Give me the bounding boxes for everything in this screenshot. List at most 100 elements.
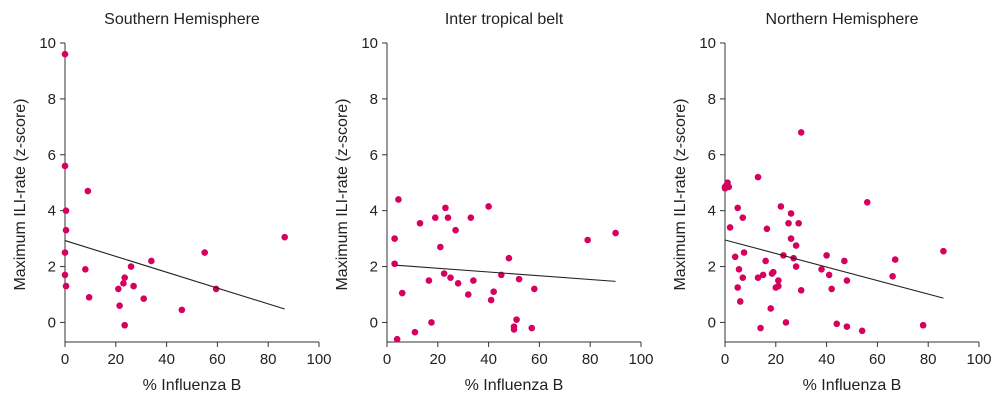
- data-point: [130, 282, 137, 290]
- chart-title: Northern Hemisphere: [766, 11, 919, 28]
- x-axis-label: % Influenza B: [465, 377, 564, 394]
- y-tick-label: 10: [39, 35, 56, 52]
- data-point: [515, 275, 523, 283]
- x-tick-label: 0: [721, 351, 729, 368]
- data-point: [85, 293, 93, 301]
- data-point: [792, 242, 800, 249]
- x-tick-label: 100: [966, 351, 991, 368]
- chart-title: Inter tropical belt: [445, 11, 564, 28]
- x-tick-label: 20: [767, 351, 784, 368]
- y-axis-label: Maximum ILI-rate (z-score): [672, 98, 689, 290]
- x-tick-label: 40: [480, 351, 497, 368]
- trend-line: [395, 264, 616, 282]
- data-point: [454, 280, 462, 287]
- data-point: [391, 235, 398, 242]
- data-point: [775, 277, 782, 284]
- data-point: [148, 257, 155, 265]
- data-point: [82, 266, 89, 273]
- data-point: [84, 187, 92, 195]
- data-point: [782, 319, 790, 326]
- data-point: [735, 266, 743, 273]
- data-point: [777, 203, 785, 210]
- x-tick-label: 80: [260, 351, 277, 368]
- data-point: [61, 162, 69, 170]
- x-tick-label: 60: [209, 351, 226, 368]
- y-tick-label: 0: [48, 314, 56, 331]
- data-point: [444, 214, 452, 221]
- data-point: [863, 198, 871, 206]
- data-point: [61, 249, 69, 256]
- data-point: [825, 271, 833, 279]
- data-point: [395, 196, 402, 203]
- chart-panel-0: Southern Hemisphere 0 20 40 60 80 100 0 2 4 6 8 10 % …: [12, 11, 332, 394]
- data-point: [843, 323, 851, 330]
- y-tick-label: 0: [370, 314, 378, 331]
- y-tick-label: 4: [48, 203, 56, 220]
- data-point: [393, 335, 401, 343]
- y-axis-label: Maximum ILI-rate (z-score): [334, 98, 351, 290]
- x-tick-label: 20: [107, 351, 124, 368]
- data-point: [833, 320, 841, 328]
- data-point: [442, 204, 449, 212]
- x-axis-label: % Influenza B: [803, 377, 902, 394]
- x-tick-label: 60: [531, 351, 548, 368]
- data-point: [140, 295, 148, 302]
- y-tick-label: 4: [370, 203, 378, 220]
- data-point: [940, 247, 947, 255]
- chart-title: Southern Hemisphere: [104, 11, 260, 28]
- data-point: [841, 257, 848, 265]
- data-point: [740, 249, 748, 256]
- data-point: [121, 274, 128, 282]
- data-point: [528, 324, 536, 332]
- x-tick-label: 40: [818, 351, 835, 368]
- data-point: [889, 273, 896, 280]
- data-point: [785, 219, 792, 227]
- data-point: [464, 291, 472, 298]
- data-point: [62, 226, 70, 234]
- trend-line: [64, 240, 285, 310]
- data-point: [919, 321, 927, 329]
- data-point: [787, 235, 795, 242]
- data-point: [116, 302, 123, 309]
- data-point: [858, 327, 866, 335]
- y-tick-label: 4: [708, 203, 716, 220]
- data-point: [440, 270, 448, 277]
- x-tick-label: 0: [383, 351, 391, 368]
- data-point: [178, 306, 186, 314]
- data-point: [828, 285, 835, 293]
- y-tick-label: 6: [370, 147, 378, 164]
- data-point: [452, 226, 459, 234]
- data-point: [398, 289, 406, 297]
- data-point: [797, 287, 805, 294]
- data-point: [725, 183, 733, 191]
- x-tick-label: 60: [869, 351, 886, 368]
- x-tick-label: 20: [429, 351, 446, 368]
- data-point: [612, 229, 619, 237]
- data-point: [759, 271, 767, 279]
- chart-panel-2: Northern Hemisphere 0 20 40 60 80 100 0 2 4 6 8 10 % …: [672, 11, 992, 394]
- data-point: [762, 257, 769, 265]
- y-tick-label: 6: [708, 147, 716, 164]
- data-point: [428, 319, 435, 326]
- data-point: [792, 263, 800, 270]
- data-point: [467, 214, 475, 221]
- data-point: [416, 219, 424, 227]
- data-point: [127, 263, 135, 270]
- data-point: [62, 207, 70, 214]
- x-tick-label: 100: [628, 351, 653, 368]
- data-point: [763, 225, 771, 233]
- data-point: [767, 305, 775, 312]
- y-axis-label: Maximum ILI-rate (z-score): [12, 98, 29, 290]
- data-point: [485, 203, 492, 210]
- y-tick-label: 2: [708, 259, 716, 276]
- data-point: [470, 277, 477, 284]
- y-tick-label: 8: [370, 91, 378, 108]
- data-point: [447, 274, 454, 282]
- data-point: [62, 282, 70, 290]
- data-point: [513, 316, 520, 323]
- data-point: [490, 288, 497, 296]
- data-point: [797, 129, 805, 136]
- data-point: [726, 224, 734, 231]
- data-point: [739, 214, 747, 221]
